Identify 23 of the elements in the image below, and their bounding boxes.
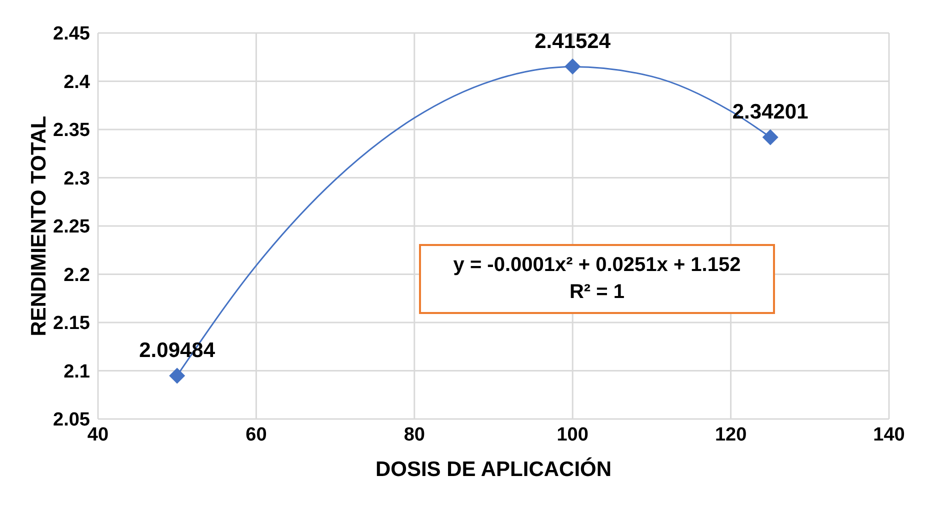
y-tick-label: 2.4 (64, 72, 90, 93)
y-tick-label: 2.1 (64, 361, 90, 382)
x-tick-label: 120 (714, 424, 747, 446)
annotation: y = -0.0001x² + 0.0251x + 1.152 (452, 253, 742, 278)
x-tick-label: 140 (873, 424, 905, 446)
point (169, 368, 186, 384)
point (762, 129, 778, 146)
y-tick-label: 2.35 (53, 120, 90, 142)
y-tick-label: 2.15 (53, 313, 90, 334)
y-tick-label: 2.2 (64, 264, 90, 286)
y-axis-title: RENDIMIENTO TOTAL (27, 116, 50, 336)
y-tick-label: 2.25 (53, 216, 90, 238)
x-tick-label: 80 (404, 424, 425, 446)
x-tick-label: 100 (556, 424, 588, 446)
x-axis-title: DOSIS DE APLICACIÓN (375, 456, 612, 481)
point (564, 58, 581, 75)
text-box: y = -0.0001x² + 0.0251x + 1.152 R² = 1 (419, 244, 775, 314)
y-tick-label: 2.3 (64, 168, 90, 190)
x-tick-label: 60 (246, 424, 267, 446)
data-label: 2.41524 (534, 30, 611, 54)
annotation: R² = 1 (568, 280, 626, 305)
data-label: 2.34201 (732, 100, 809, 124)
y-tick-label: 2.45 (53, 24, 90, 45)
